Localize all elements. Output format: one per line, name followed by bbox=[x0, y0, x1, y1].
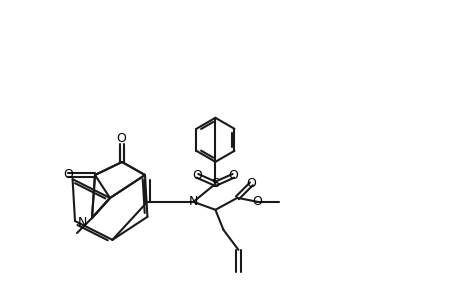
Text: O: O bbox=[116, 133, 126, 146]
Text: O: O bbox=[246, 177, 256, 190]
Text: O: O bbox=[252, 195, 262, 208]
Text: O: O bbox=[63, 169, 73, 182]
Text: O: O bbox=[192, 169, 202, 182]
Text: N: N bbox=[188, 195, 198, 208]
Text: O: O bbox=[228, 169, 238, 182]
Text: S: S bbox=[211, 177, 219, 190]
Text: N: N bbox=[78, 215, 87, 229]
